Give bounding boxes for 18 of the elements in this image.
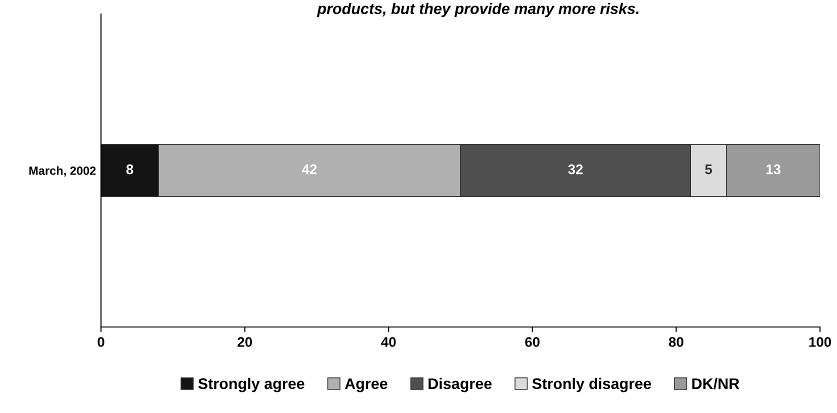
data-label: 5 [705, 164, 712, 174]
data-label: 42 [302, 164, 317, 174]
data-label: 13 [766, 164, 780, 174]
legend-label: Disagree [428, 378, 492, 392]
x-tick-label: 40 [381, 337, 396, 347]
y-tick-label: March, 2002 [29, 166, 96, 177]
data-label: 8 [126, 164, 134, 174]
x-tick-label: 0 [98, 337, 104, 347]
x-tick-label: 60 [525, 337, 540, 347]
x-tick-label: 80 [668, 337, 684, 347]
chart-title: products, but they provide many more risks. [316, 2, 639, 18]
x-tick-label: 20 [238, 337, 252, 347]
legend-label: DK/NR [692, 378, 740, 390]
data-label: 32 [568, 164, 583, 174]
x-tick-label: 100 [809, 337, 832, 347]
legend-label: Stronly disagree [532, 378, 652, 392]
legend-label: Agree [344, 378, 388, 392]
legend-label: Strongly agree [198, 378, 304, 392]
